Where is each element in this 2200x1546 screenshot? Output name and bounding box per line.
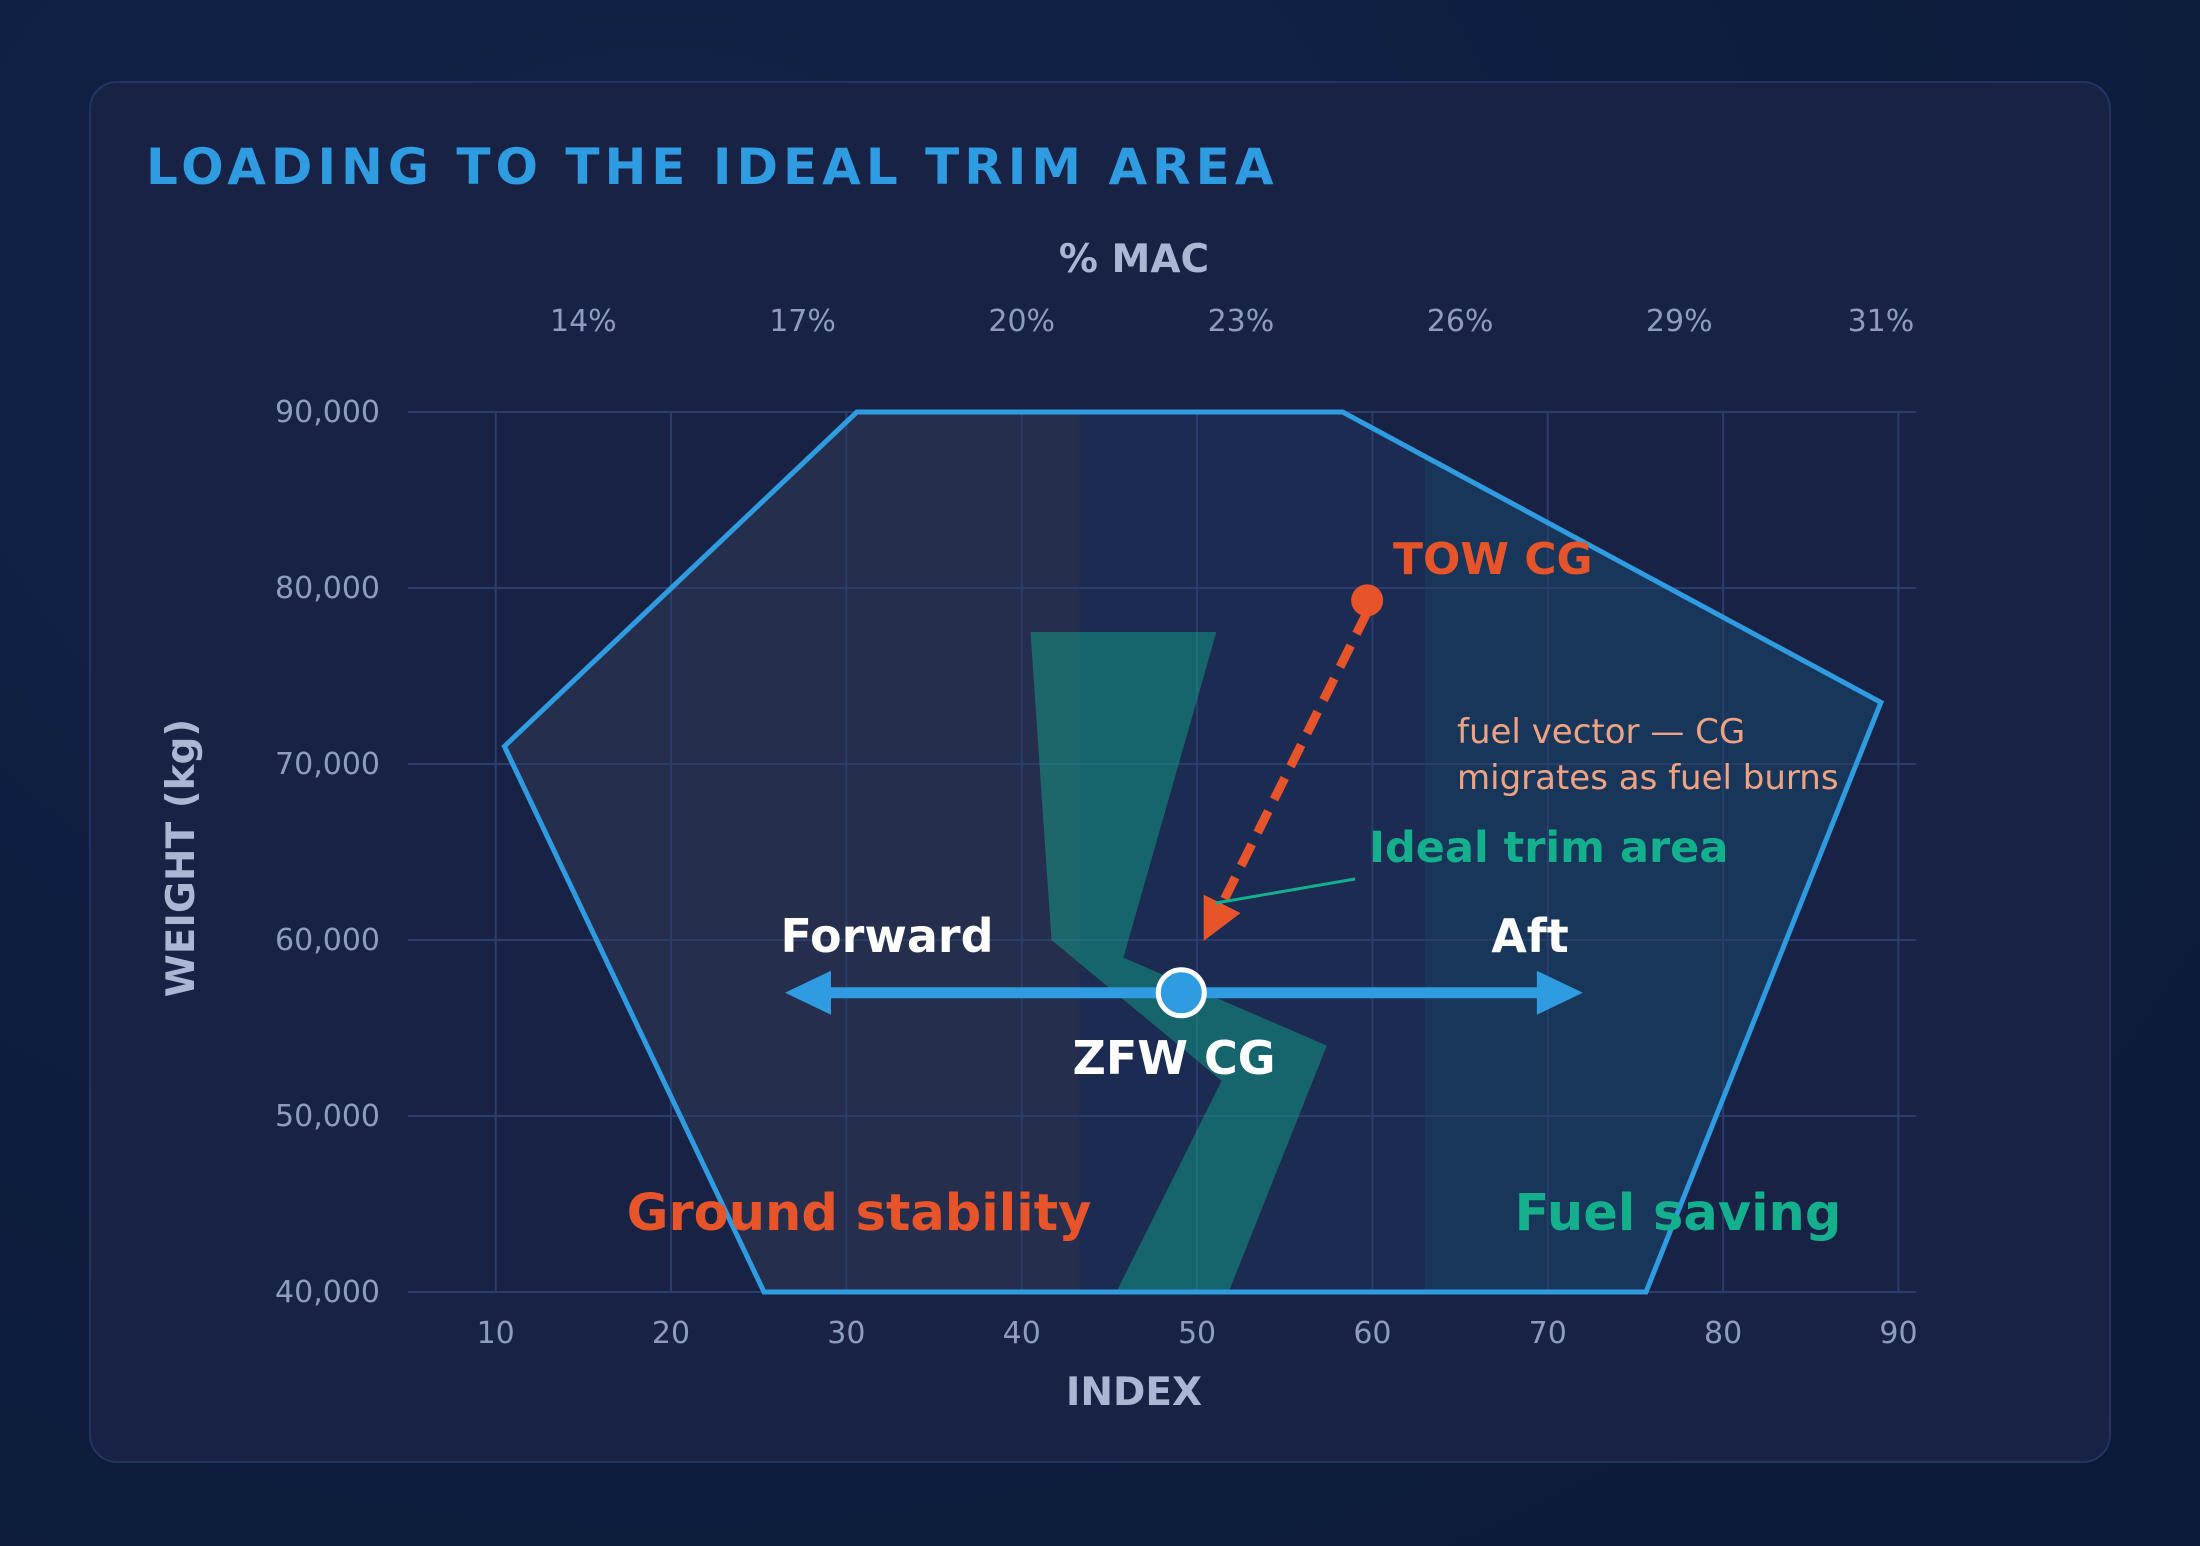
forward-arrowhead [785,970,831,1015]
fuel-saving-label: Fuel saving [1515,1184,1842,1243]
chart-title: LOADING TO THE IDEAL TRIM AREA [146,138,1279,196]
zfw-cg-point [1155,967,1207,1019]
x-tick-label: 60 [1353,1316,1391,1351]
x-axis-title: INDEX [1066,1370,1202,1415]
y-axis-title: WEIGHT (kg) [159,719,204,998]
x-tick-label: 90 [1879,1316,1917,1351]
envelope-zones [504,412,1881,1292]
top-tick-label: 14% [550,304,617,339]
fuel-vector-note-line2: migrates as fuel burns [1457,758,1839,798]
top-tick-label: 29% [1646,304,1713,339]
forward-label: Forward [781,909,994,963]
x-tick-label: 30 [827,1316,865,1351]
x-tick-label: 20 [652,1316,690,1351]
top-tick-label: 31% [1848,304,1915,339]
y-tick-label: 80,000 [275,571,380,606]
y-tick-label: 70,000 [275,747,380,782]
y-tick-label: 50,000 [275,1099,380,1134]
tow-cg-point [1351,584,1384,617]
fuel-vector-note-line1: fuel vector — CG [1457,712,1745,752]
x-tick-label: 70 [1529,1316,1567,1351]
y-tick-label: 90,000 [275,395,380,430]
y-tick-label: 40,000 [275,1275,380,1310]
forward-zone [504,412,1080,1292]
top-tick-label: 26% [1427,304,1494,339]
y-tick-label: 60,000 [275,923,380,958]
top-tick-label: 23% [1208,304,1275,339]
x-tick-label: 80 [1704,1316,1742,1351]
ideal-trim-label: Ideal trim area [1369,823,1728,873]
tow-cg-label: TOW CG [1393,534,1593,585]
ideal-trim-area [1030,632,1327,1292]
top-tick-label: 17% [769,304,836,339]
ideal-trim-leader [1215,877,1356,905]
aft-arrowhead [1536,970,1583,1015]
cg-envelope [501,409,1885,1295]
top-axis-title: % MAC [1059,237,1209,282]
fuel-vector-arrow [1203,610,1372,941]
aft-label: Aft [1491,909,1569,963]
x-tick-label: 50 [1178,1316,1216,1351]
ground-stability-label: Ground stability [627,1184,1092,1243]
top-tick-label: 20% [988,304,1055,339]
zfw-cg-label: ZFW CG [1072,1031,1275,1085]
x-tick-label: 40 [1003,1316,1041,1351]
x-tick-label: 10 [477,1316,515,1351]
